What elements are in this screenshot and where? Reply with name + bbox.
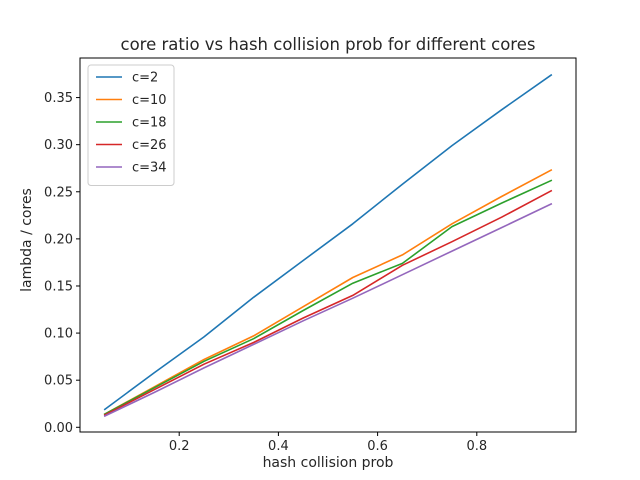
- y-tick-label: 0.15: [44, 279, 73, 294]
- legend-label-c-2: c=2: [132, 71, 158, 86]
- chart-title: core ratio vs hash collision prob for di…: [121, 35, 536, 54]
- y-tick-label: 0.00: [44, 421, 73, 436]
- y-axis-label: lambda / cores: [19, 188, 35, 292]
- series-line-c-26: [103, 189, 553, 417]
- legend-label-c-18: c=18: [132, 116, 167, 131]
- y-tick-label: 0.35: [44, 91, 73, 106]
- series-line-c-2: [103, 73, 553, 411]
- legend-label-c-34: c=34: [132, 161, 167, 176]
- legend-label-c-26: c=26: [132, 138, 167, 153]
- legend: c=2 c=10 c=18 c=26 c=34: [87, 64, 175, 186]
- x-tick-label: 0.6: [367, 439, 388, 454]
- x-tick-label: 0.8: [466, 439, 487, 454]
- x-tick-label: 0.2: [169, 439, 190, 454]
- y-tick-label: 0.10: [44, 327, 73, 342]
- y-tick-label: 0.05: [44, 374, 73, 389]
- x-axis-label: hash collision prob: [263, 455, 394, 471]
- series-line-c-34: [103, 202, 553, 418]
- series-line-c-18: [103, 179, 553, 416]
- plot-frame: [79, 57, 577, 433]
- legend-label-c-10: c=10: [132, 93, 167, 108]
- y-tick-label: 0.30: [44, 138, 73, 153]
- plot-lines: [103, 73, 553, 418]
- legend-box: [87, 64, 175, 186]
- y-tick-label: 0.20: [44, 232, 73, 247]
- x-tick-label: 0.4: [268, 439, 289, 454]
- y-tick-label: 0.25: [44, 185, 73, 200]
- series-line-c-10: [103, 169, 553, 416]
- axes: 0.2 0.4 0.6 0.8 0.00 0.05 0.10 0.15 0.20 0.25 0.30…: [44, 57, 577, 454]
